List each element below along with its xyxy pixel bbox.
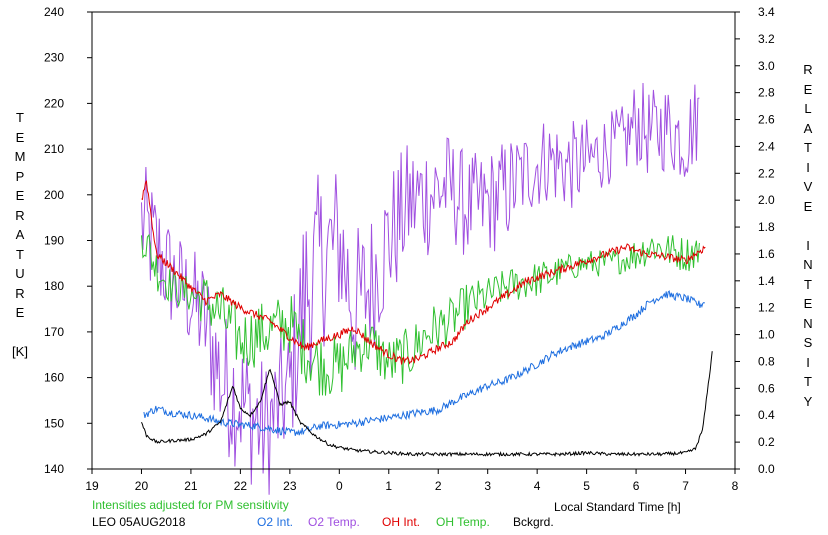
- site-date-label: LEO 05AUG2018: [92, 515, 186, 529]
- x-tick-label: 3: [484, 479, 491, 493]
- y-right-tick-label: 1.4: [758, 274, 775, 288]
- sensitivity-note: Intensities adjusted for PM sensitivity: [92, 498, 289, 512]
- y-right-tick-label: 2.6: [758, 113, 775, 127]
- x-tick-label: 4: [534, 479, 541, 493]
- y-left-tick-label: 230: [44, 51, 64, 65]
- x-tick-label: 2: [435, 479, 442, 493]
- y-right-tick-label: 2.2: [758, 166, 775, 180]
- x-tick-label: 7: [682, 479, 689, 493]
- y-right-tick-label: 1.2: [758, 301, 775, 315]
- y-right-tick-label: 2.0: [758, 193, 775, 207]
- y-right-tick-label: 1.0: [758, 328, 775, 342]
- x-tick-label: 22: [234, 479, 248, 493]
- y-right-tick-label: 0.8: [758, 354, 775, 368]
- x-tick-label: 5: [583, 479, 590, 493]
- x-tick-label: 6: [633, 479, 640, 493]
- y-left-tick-label: 170: [44, 325, 64, 339]
- y-right-tick-label: 3.4: [758, 5, 775, 19]
- x-tick-label: 21: [184, 479, 198, 493]
- y-left-tick-label: 190: [44, 234, 64, 248]
- y-right-tick-label: 0.2: [758, 435, 775, 449]
- y-left-tick-label: 150: [44, 416, 64, 430]
- y-left-tick-label: 160: [44, 371, 64, 385]
- y-right-tick-label: 2.4: [758, 139, 775, 153]
- y-left-tick-label: 180: [44, 279, 64, 293]
- x-tick-label: 19: [85, 479, 99, 493]
- legend-oh-temp: OH Temp.: [436, 515, 490, 529]
- legend-o2-int: O2 Int.: [257, 515, 294, 529]
- series-oh-int-line: [141, 180, 706, 365]
- y-right-tick-label: 0.0: [758, 462, 775, 476]
- y-axis-label-left: T E M P E R A T U R E [K]: [12, 110, 28, 359]
- y-right-tick-label: 3.2: [758, 32, 775, 46]
- y-right-tick-label: 1.8: [758, 220, 775, 234]
- y-right-tick-label: 1.6: [758, 247, 775, 261]
- y-right-tick-label: 0.4: [758, 408, 775, 422]
- x-axis-label: Local Standard Time [h]: [554, 500, 681, 514]
- y-left-tick-label: 140: [44, 462, 64, 476]
- legend-oh-int: OH Int.: [382, 515, 421, 529]
- series-o2-int-line: [143, 290, 706, 436]
- y-left-tick-label: 220: [44, 96, 64, 110]
- y-right-tick-label: 2.8: [758, 86, 775, 100]
- plot-frame: [91, 11, 736, 470]
- y-axis-label-right: R E L A T I V E I N T E N S I T Y: [803, 62, 813, 409]
- series-bckgrd-line: [141, 351, 713, 458]
- y-left-tick-label: 210: [44, 142, 64, 156]
- series-o2-temp-line: [141, 82, 700, 495]
- y-left-tick-label: 200: [44, 188, 64, 202]
- x-tick-label: 0: [336, 479, 343, 493]
- legend-o2-temp: O2 Temp.: [308, 515, 360, 529]
- x-tick-label: 20: [135, 479, 149, 493]
- y-right-tick-label: 3.0: [758, 59, 775, 73]
- y-right-tick-label: 0.6: [758, 381, 775, 395]
- x-tick-label: 1: [385, 479, 392, 493]
- x-tick-label: 23: [283, 479, 297, 493]
- x-tick-label: 8: [732, 479, 739, 493]
- y-left-tick-label: 240: [44, 5, 64, 19]
- legend-background: Bckgrd.: [513, 515, 554, 529]
